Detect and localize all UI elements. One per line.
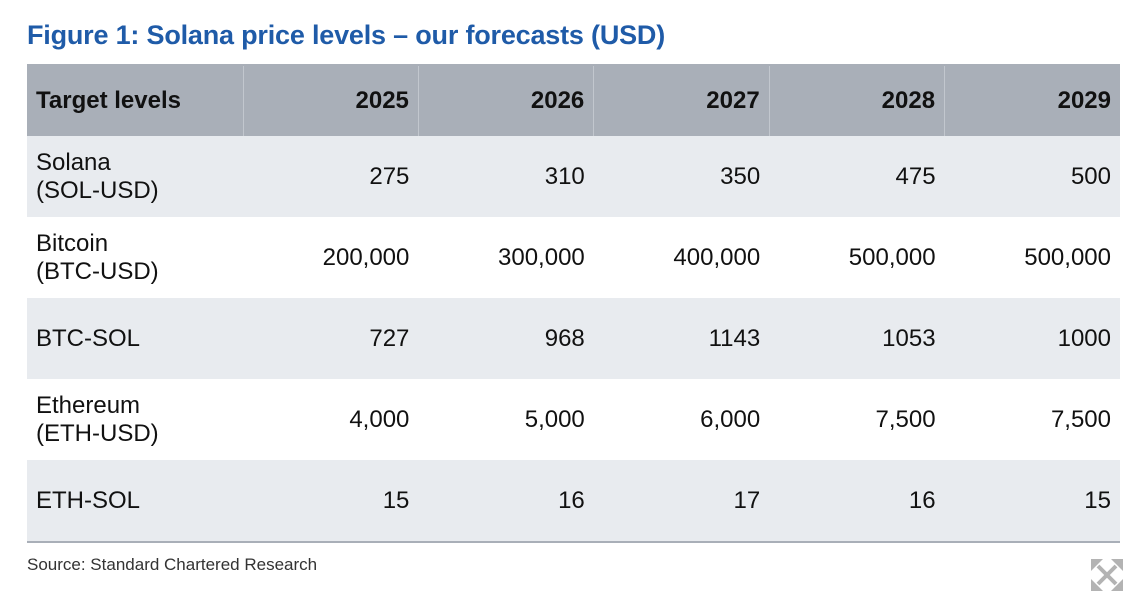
table-header-row: Target levels 2025 2026 2027 2028 2029 [27,65,1120,136]
forecast-table-container: Target levels 2025 2026 2027 2028 2029 S… [27,64,1120,543]
row-label: Bitcoin (BTC-USD) [27,217,243,298]
figure-title: Figure 1: Solana price levels – our fore… [27,20,666,50]
value-cell: 15 [243,460,419,542]
column-header: 2025 [242,65,419,136]
column-header: 2028 [768,65,945,136]
table-row: ETH-SOL 15 16 17 16 15 [27,460,1120,542]
value-cell: 1053 [769,298,945,379]
value-cell: 1143 [593,298,770,379]
value-cell: 7,500 [944,379,1120,460]
value-cell: 275 [243,136,419,217]
row-label: Solana (SOL-USD) [27,136,243,217]
expand-arrows-icon[interactable] [1090,558,1124,592]
value-cell: 968 [418,298,594,379]
table-body: Solana (SOL-USD) 275 310 350 475 500 Bitcoin (BT… [27,136,1120,542]
value-cell: 500 [944,136,1120,217]
row-label-line1: BTC-SOL [36,324,141,352]
value-cell: 310 [418,136,594,217]
value-cell: 400,000 [593,217,770,298]
value-cell: 16 [418,460,594,542]
table-row: Solana (SOL-USD) 275 310 350 475 500 [27,136,1120,217]
table-row: Bitcoin (BTC-USD) 200,000 300,000 400,000 500… [27,217,1120,298]
value-cell: 17 [593,460,770,542]
column-header: Target levels [27,65,243,136]
value-cell: 727 [243,298,419,379]
value-cell: 7,500 [769,379,945,460]
value-cell: 475 [769,136,945,217]
row-label-line1: ETH-SOL [36,486,141,514]
table-row: BTC-SOL 727 968 1143 1053 1000 [27,298,1120,379]
source-note: Source: Standard Chartered Research [27,555,318,574]
row-label-line1: Ethereum [36,391,141,419]
row-label: ETH-SOL [27,460,243,542]
value-cell: 500,000 [769,217,945,298]
row-label-line1: Solana [36,148,111,176]
table-row: Ethereum (ETH-USD) 4,000 5,000 6,000 7,500 7,5… [27,379,1120,460]
column-header: 2029 [944,65,1120,136]
row-label: BTC-SOL [27,298,243,379]
column-header: 2027 [593,65,770,136]
row-label-line2: (ETH-USD) [36,419,159,447]
row-label-line1: Bitcoin [36,229,109,257]
value-cell: 300,000 [418,217,594,298]
value-cell: 500,000 [944,217,1120,298]
value-cell: 200,000 [243,217,419,298]
row-label-line2: (BTC-USD) [36,257,159,285]
row-label-line2: (SOL-USD) [36,176,159,204]
value-cell: 1000 [944,298,1120,379]
value-cell: 350 [593,136,770,217]
row-label: Ethereum (ETH-USD) [27,379,243,460]
value-cell: 4,000 [243,379,419,460]
value-cell: 15 [944,460,1120,542]
forecast-table: Target levels 2025 2026 2027 2028 2029 S… [27,64,1120,543]
column-header: 2026 [417,65,594,136]
value-cell: 6,000 [593,379,770,460]
value-cell: 16 [769,460,945,542]
value-cell: 5,000 [418,379,594,460]
